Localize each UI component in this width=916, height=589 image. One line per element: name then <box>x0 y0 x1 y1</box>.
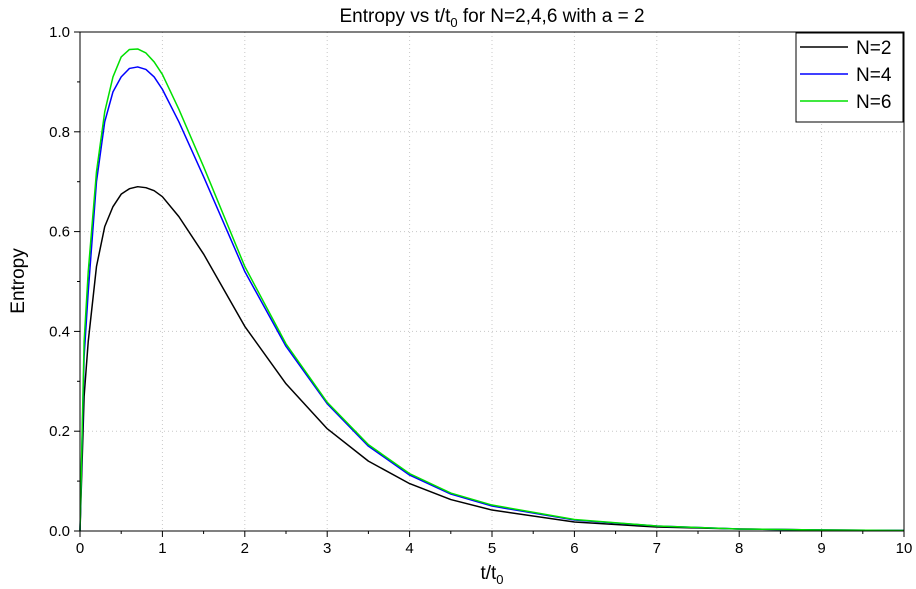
series-line-n-2 <box>79 185 905 532</box>
chart-title: Entropy vs t/t0 for N=2,4,6 with a = 2 <box>339 6 644 30</box>
gridlines <box>80 32 904 531</box>
x-tick-label: 7 <box>653 540 661 557</box>
legend-label-n-2: N=2 <box>856 38 891 59</box>
y-tick-label: 0.6 <box>49 224 70 241</box>
x-tick-label: 9 <box>817 540 825 557</box>
legend-label-n-6: N=6 <box>856 92 891 113</box>
series-group <box>79 48 905 532</box>
x-tick-labels: 0 1 2 3 4 5 6 7 8 9 10 <box>76 540 913 557</box>
y-tick-label: 0.8 <box>49 124 70 141</box>
series-line-n-6 <box>79 48 905 532</box>
legend-box <box>795 32 904 123</box>
y-tick-label: 0.4 <box>49 323 70 340</box>
x-axis-label: t/t0 <box>480 563 503 587</box>
x-tick-label: 2 <box>241 540 249 557</box>
x-axis-label-main: t/t <box>480 563 497 584</box>
y-tick-labels: 0.0 0.2 0.4 0.6 0.8 1.0 <box>49 24 70 540</box>
x-tick-label: 1 <box>158 540 166 557</box>
y-tick-label: 1.0 <box>49 24 70 41</box>
legend: N=2 N=4 N=6 <box>795 32 904 123</box>
y-axis-label: Entropy <box>8 248 29 314</box>
x-tick-label: 10 <box>896 540 913 557</box>
legend-label-n-4: N=4 <box>856 65 892 86</box>
x-tick-label: 8 <box>735 540 743 557</box>
x-tick-label: 5 <box>488 540 496 557</box>
x-tick-label: 6 <box>570 540 578 557</box>
chart-title-main: Entropy vs t/t <box>339 6 451 27</box>
chart-title-subscript: 0 <box>450 15 457 30</box>
y-tick-label: 0.2 <box>49 423 70 440</box>
chart-title-rest: for N=2,4,6 with a = 2 <box>458 6 645 27</box>
axis-ticks <box>74 31 905 537</box>
x-axis-label-subscript: 0 <box>496 572 503 587</box>
x-tick-label: 4 <box>405 540 413 557</box>
x-tick-label: 3 <box>323 540 331 557</box>
y-tick-label: 0.0 <box>49 523 70 540</box>
x-tick-label: 0 <box>76 540 84 557</box>
